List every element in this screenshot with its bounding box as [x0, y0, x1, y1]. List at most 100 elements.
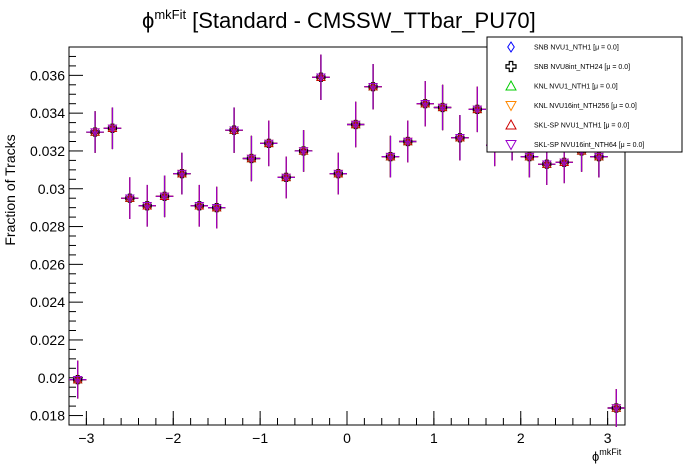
legend-entry: KNL NVU1_NTH1 [μ = 0.0]	[505, 79, 618, 91]
point-marker	[524, 152, 535, 162]
point-marker	[211, 203, 222, 213]
axis-ticks: 0.018 0.02 0.022 0.024 0.026 0.028 0.03 0.032 0.…	[30, 46, 626, 446]
legend-marker-icon	[505, 60, 517, 73]
x-tick-label: −3	[78, 430, 94, 446]
y-tick-label: 0.02	[38, 370, 65, 386]
chart-title: ϕmkFit [Standard - CMSSW_TTbar_PU70]	[142, 7, 536, 33]
data-point	[347, 101, 365, 148]
legend-marker-icon	[505, 101, 517, 112]
data-point	[69, 360, 87, 399]
data-point	[277, 156, 295, 199]
data-point	[103, 107, 122, 150]
title-text: [Standard - CMSSW_TTbar_PU70]	[192, 8, 536, 33]
point-marker	[437, 103, 448, 113]
point-marker	[594, 152, 604, 162]
point-marker	[263, 139, 274, 149]
point-marker	[420, 100, 431, 109]
point-marker	[298, 147, 309, 156]
data-point	[607, 389, 625, 427]
point-marker	[611, 404, 622, 414]
legend-marker-icon	[505, 118, 517, 130]
y-tick-label: 0.018	[30, 408, 65, 424]
data-point	[381, 135, 400, 178]
point-marker	[350, 120, 361, 130]
point-marker	[194, 202, 205, 211]
data-point	[399, 120, 417, 163]
point-marker	[541, 160, 552, 170]
data-point	[155, 175, 174, 218]
title-superscript: mkFit	[154, 7, 186, 22]
legend-entry: SKL-SP NVU1_NTH1 [μ = 0.0]	[505, 118, 629, 130]
legend-label: KNL NVU1_NTH1 [μ = 0.0]	[534, 84, 618, 91]
legend-label: SNB NVU1_NTH1 [μ = 0.0]	[534, 45, 619, 52]
data-point	[416, 81, 434, 127]
point-marker	[455, 134, 465, 143]
point-marker	[159, 192, 170, 202]
point-marker	[316, 73, 326, 83]
data-point	[86, 111, 104, 153]
x-axis-label: ϕmkFit	[592, 447, 622, 464]
legend-marker-icon	[507, 41, 515, 53]
y-tick-label: 0.034	[30, 105, 65, 121]
x-tick-label: 3	[604, 430, 612, 446]
data-point	[173, 152, 191, 195]
data-point	[138, 184, 156, 227]
point-marker	[368, 82, 378, 92]
point-marker	[281, 173, 292, 183]
data-point	[121, 177, 139, 219]
y-tick-label: 0.026	[30, 256, 65, 272]
title-symbol: ϕ	[142, 8, 154, 33]
data-points	[69, 54, 625, 427]
legend-marker-icon	[505, 79, 517, 91]
data-point	[208, 186, 226, 229]
x-tick-label: 2	[517, 430, 525, 446]
point-marker	[246, 154, 257, 164]
legend-label: SKL-SP NVU16int_NTH64 [μ = 0.0]	[534, 142, 644, 149]
legend-label: KNL NVU16int_NTH256 [μ = 0.0]	[534, 103, 637, 110]
legend-label: SKL-SP NVU1_NTH1 [μ = 0.0]	[534, 123, 629, 130]
y-tick-label: 0.022	[30, 332, 65, 348]
point-marker	[333, 169, 344, 179]
data-point	[260, 120, 278, 167]
data-point	[294, 130, 313, 172]
legend: SNB NVU1_NTH1 [μ = 0.0] SNB NVU8int_NTH24…	[486, 36, 683, 153]
point-marker	[229, 126, 239, 136]
data-point	[468, 86, 486, 133]
point-marker	[107, 124, 118, 134]
legend-marker-icon	[505, 140, 517, 151]
data-point	[312, 54, 330, 100]
point-marker	[72, 375, 83, 385]
y-tick-label: 0.028	[30, 219, 65, 235]
legend-box	[486, 36, 683, 153]
legend-label: SNB NVU8int_NTH24 [μ = 0.0]	[534, 64, 630, 71]
legend-entry: KNL NVU16int_NTH256 [μ = 0.0]	[505, 101, 637, 112]
data-point	[242, 135, 261, 182]
data-point	[329, 152, 347, 195]
x-tick-label: 0	[343, 430, 351, 446]
x-tick-label: −1	[252, 430, 268, 446]
legend-entry: SNB NVU1_NTH1 [μ = 0.0]	[507, 41, 619, 53]
data-point	[364, 64, 382, 110]
x-tick-label: −2	[165, 430, 181, 446]
x-axis-label-superscript: mkFit	[599, 447, 621, 457]
legend-entry: SNB NVU8int_NTH24 [μ = 0.0]	[505, 60, 630, 73]
data-point	[225, 107, 243, 153]
point-marker	[472, 105, 483, 115]
point-marker	[177, 169, 187, 179]
point-marker	[559, 158, 570, 168]
x-axis-label-symbol: ϕ	[592, 449, 599, 464]
y-axis-label: Fraction of Tracks	[2, 134, 18, 245]
y-tick-label: 0.024	[30, 294, 65, 310]
y-tick-label: 0.03	[38, 181, 65, 197]
point-marker	[124, 194, 135, 204]
point-marker	[90, 128, 100, 138]
legend-entry: SKL-SP NVU16int_NTH64 [μ = 0.0]	[505, 140, 644, 151]
point-marker	[385, 152, 396, 162]
x-tick-label: 1	[430, 430, 438, 446]
point-marker	[142, 202, 153, 211]
data-point	[451, 115, 469, 161]
y-tick-label: 0.032	[30, 143, 65, 159]
data-point	[190, 184, 208, 227]
point-marker	[402, 137, 413, 147]
